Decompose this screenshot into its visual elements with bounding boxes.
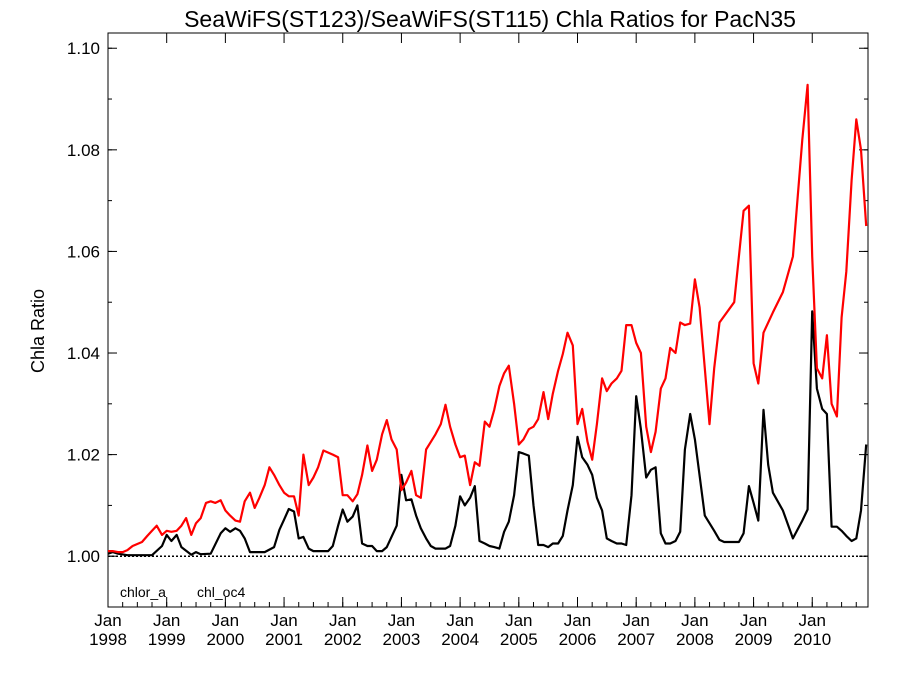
x-tick-month-label: Jan [270,611,297,630]
x-tick-year-label: 2009 [735,630,773,649]
x-tick-year-label: 2008 [676,630,714,649]
x-tick-month-label: Jan [681,611,708,630]
y-tick-label: 1.06 [67,242,100,261]
y-tick-label: 1.00 [67,547,100,566]
x-tick-year-label: 2000 [206,630,244,649]
x-tick-year-label: 2006 [559,630,597,649]
series-lines [107,83,868,557]
y-tick-label: 1.10 [67,39,100,58]
y-tick-label: 1.08 [67,141,100,160]
x-tick-month-label: Jan [622,611,649,630]
x-tick-year-label: 1999 [148,630,186,649]
y-axis-ticks: 1.00 1.02 1.04 1.06 1.08 1.10 [67,39,868,608]
x-tick-year-label: 2002 [324,630,362,649]
x-tick-year-label: 1998 [89,630,127,649]
x-tick-year-label: 2003 [383,630,421,649]
x-tick-month-label: Jan [505,611,532,630]
x-tick-month-label: Jan [94,611,121,630]
x-tick-month-label: Jan [564,611,591,630]
y-tick-label: 1.02 [67,446,100,465]
x-tick-year-label: 2004 [441,630,479,649]
x-tick-month-label: Jan [740,611,767,630]
x-axis-ticks: Jan1998Jan1999Jan2000Jan2001Jan2002Jan20… [89,33,857,649]
x-tick-month-label: Jan [388,611,415,630]
x-tick-month-label: Jan [153,611,180,630]
x-tick-month-label: Jan [799,611,826,630]
plot-frame [107,32,869,608]
x-tick-year-label: 2007 [617,630,655,649]
legend-entry-chl-oc4: chl_oc4 [197,584,245,600]
chart-title: SeaWiFS(ST123)/SeaWiFS(ST115) Chla Ratio… [184,6,796,32]
series-line-chl-oc4 [108,83,868,554]
series-line-chlor-a [107,310,868,557]
x-tick-year-label: 2005 [500,630,538,649]
x-tick-month-label: Jan [446,611,473,630]
x-tick-year-label: 2001 [265,630,303,649]
x-tick-month-label: Jan [212,611,239,630]
y-tick-label: 1.04 [67,344,100,363]
legend: chlor_a chl_oc4 [120,584,245,600]
x-tick-year-label: 2010 [793,630,831,649]
x-tick-month-label: Jan [329,611,356,630]
legend-entry-chlor-a: chlor_a [120,584,166,600]
y-axis-label: Chla Ratio [28,289,48,373]
